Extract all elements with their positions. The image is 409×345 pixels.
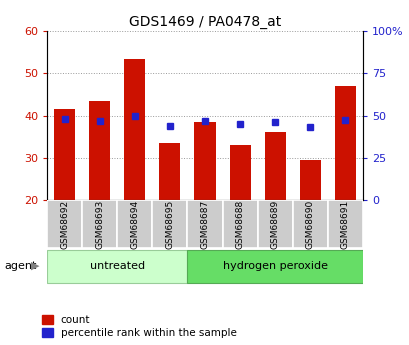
Bar bbox=[54, 109, 75, 200]
FancyBboxPatch shape bbox=[47, 200, 82, 248]
Legend: count, percentile rank within the sample: count, percentile rank within the sample bbox=[42, 315, 236, 338]
Text: agent: agent bbox=[4, 261, 36, 271]
Text: ▶: ▶ bbox=[31, 261, 39, 271]
FancyBboxPatch shape bbox=[82, 200, 117, 248]
FancyBboxPatch shape bbox=[257, 200, 292, 248]
Text: GSM68689: GSM68689 bbox=[270, 200, 279, 249]
FancyBboxPatch shape bbox=[117, 200, 152, 248]
Text: GSM68692: GSM68692 bbox=[60, 200, 69, 249]
FancyBboxPatch shape bbox=[47, 250, 187, 283]
Text: GSM68688: GSM68688 bbox=[235, 200, 244, 249]
FancyBboxPatch shape bbox=[187, 250, 362, 283]
Text: hydrogen peroxide: hydrogen peroxide bbox=[222, 261, 327, 271]
Bar bbox=[334, 86, 355, 200]
Bar bbox=[89, 101, 110, 200]
Text: untreated: untreated bbox=[90, 261, 144, 271]
Bar bbox=[229, 145, 250, 200]
FancyBboxPatch shape bbox=[327, 200, 362, 248]
Title: GDS1469 / PA0478_at: GDS1469 / PA0478_at bbox=[128, 14, 281, 29]
Text: GSM68691: GSM68691 bbox=[340, 200, 349, 249]
FancyBboxPatch shape bbox=[292, 200, 327, 248]
Text: GSM68687: GSM68687 bbox=[200, 200, 209, 249]
Text: GSM68694: GSM68694 bbox=[130, 200, 139, 249]
Text: GSM68695: GSM68695 bbox=[165, 200, 174, 249]
Bar bbox=[124, 59, 145, 200]
Text: GSM68690: GSM68690 bbox=[305, 200, 314, 249]
FancyBboxPatch shape bbox=[187, 200, 222, 248]
Bar bbox=[159, 143, 180, 200]
Bar bbox=[264, 132, 285, 200]
FancyBboxPatch shape bbox=[152, 200, 187, 248]
Text: GSM68693: GSM68693 bbox=[95, 200, 104, 249]
Bar bbox=[299, 160, 320, 200]
FancyBboxPatch shape bbox=[222, 200, 257, 248]
Bar bbox=[194, 122, 215, 200]
